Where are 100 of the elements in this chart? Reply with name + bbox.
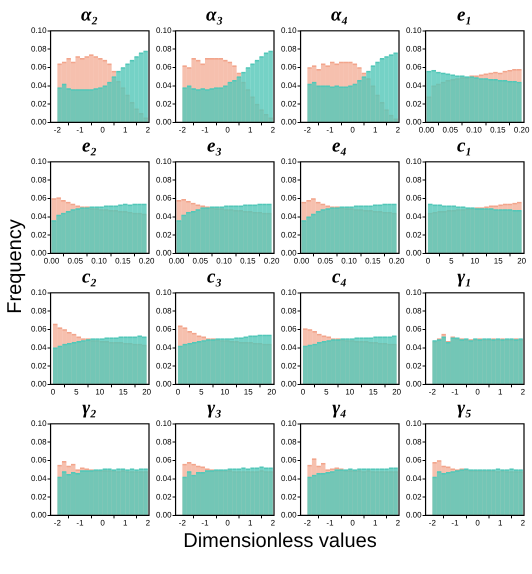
x-tick-label: 10: [220, 387, 230, 396]
x-tick-label: 2: [396, 125, 401, 134]
y-tick-label: 0.00: [156, 118, 172, 127]
x-tick-label: 0.05: [192, 256, 209, 266]
y-tick-label: 0.04: [30, 80, 48, 90]
y-tick-label: 0.10: [280, 288, 298, 298]
chart-title: γ₄: [332, 397, 347, 418]
y-tick-label: 0.04: [156, 212, 172, 221]
x-tick-label: -1: [76, 125, 84, 134]
x-tick-label: -1: [76, 518, 84, 528]
y-tick-label: 0.08: [156, 44, 172, 54]
x-tick-label: 5: [449, 256, 454, 266]
y-tick-label: 0.10: [406, 419, 422, 428]
x-tick-label: 0.20: [388, 256, 405, 266]
x-tick-label: 10: [95, 387, 105, 396]
chart-title: γ₁: [457, 266, 472, 288]
y-tick-label: 0.08: [406, 306, 422, 316]
y-tick-label: 0.00: [280, 380, 298, 389]
y-tick-label: 0.00: [30, 248, 48, 258]
y-tick-label: 0.06: [30, 194, 48, 203]
y-tick-label: 0.06: [30, 324, 48, 334]
y-tick-label: 0.00: [406, 510, 422, 520]
y-tick-label: 0.04: [30, 212, 48, 221]
y-tick-label: 0.08: [406, 437, 422, 446]
y-tick-label: 0.08: [280, 306, 298, 316]
y-tick-label: 0.04: [406, 342, 422, 352]
x-tick-label: 0: [475, 387, 480, 396]
x-tick-label: 2: [146, 125, 151, 134]
x-tick-label: 15: [494, 256, 504, 266]
y-tick-label: 0.02: [156, 99, 172, 108]
x-tick-label: 0.15: [115, 256, 132, 266]
y-tick-label: 0.08: [30, 437, 48, 446]
x-tick-label: 0.00: [418, 125, 435, 134]
y-tick-label: 0.06: [156, 456, 172, 465]
x-tick-label: 2: [520, 387, 526, 396]
y-tick-label: 0.02: [406, 361, 422, 370]
y-tick-label: 0.10: [30, 419, 48, 428]
y-tick-label: 0.00: [156, 510, 172, 520]
x-tick-label: 15: [244, 387, 254, 396]
y-tick-label: 0.06: [280, 456, 298, 465]
x-tick-label: 2: [146, 518, 151, 528]
y-tick-label: 0.10: [156, 26, 172, 36]
x-axis-title: Dimensionless values: [182, 530, 378, 553]
y-tick-label: 0.06: [30, 62, 48, 72]
y-axis-title: Frequency: [4, 218, 26, 314]
y-tick-label: 0.04: [406, 474, 422, 483]
x-tick-label: 0: [176, 387, 181, 396]
x-tick-label: 0.10: [466, 125, 482, 134]
y-tick-label: 0.00: [156, 380, 172, 389]
y-tick-label: 0.10: [406, 288, 422, 298]
y-tick-label: 0.04: [406, 212, 422, 221]
chart-title: c₃: [206, 266, 222, 288]
x-tick-label: 0.05: [318, 256, 334, 266]
chart-title: γ₅: [457, 397, 472, 418]
x-tick-label: 0: [426, 256, 431, 266]
y-tick-label: 0.00: [406, 380, 422, 389]
x-tick-label: 0.15: [490, 125, 506, 134]
x-tick-label: 0: [100, 518, 106, 528]
x-tick-label: 2: [270, 125, 276, 134]
x-tick-label: 15: [118, 387, 128, 396]
x-tick-label: 0.10: [341, 256, 358, 266]
y-tick-label: 0.06: [406, 62, 422, 72]
y-tick-label: 0.10: [280, 419, 298, 428]
x-tick-label: 2: [270, 518, 276, 528]
x-tick-label: 0.10: [91, 256, 108, 266]
x-tick-label: -2: [428, 387, 436, 396]
y-tick-label: 0.08: [30, 175, 48, 184]
x-tick-label: 0.10: [216, 256, 232, 266]
y-tick-label: 0.04: [280, 212, 298, 221]
x-tick-label: -1: [451, 518, 460, 528]
x-tick-label: 5: [74, 387, 80, 396]
x-tick-label: -1: [201, 518, 210, 528]
x-tick-label: 20: [392, 387, 402, 396]
x-tick-label: 0: [225, 518, 230, 528]
y-tick-label: 0.10: [280, 26, 298, 36]
y-tick-label: 0.06: [156, 324, 172, 334]
x-tick-label: 0: [50, 387, 56, 396]
chart-title: e₄: [332, 135, 348, 156]
x-tick-label: 0.05: [68, 256, 84, 266]
x-tick-label: 1: [373, 125, 378, 134]
x-tick-label: 0: [350, 125, 356, 134]
y-tick-label: 0.10: [406, 157, 422, 166]
y-tick-label: 0.04: [30, 474, 48, 483]
y-tick-label: 0.06: [280, 324, 298, 334]
chart-title: c₂: [82, 266, 98, 288]
y-tick-label: 0.02: [156, 361, 172, 370]
x-tick-label: 0.20: [264, 256, 280, 266]
y-tick-label: 0.02: [280, 361, 298, 370]
y-tick-label: 0.02: [280, 230, 298, 240]
chart-title: e₂: [82, 135, 98, 156]
y-tick-label: 0.10: [30, 157, 48, 166]
y-tick-label: 0.02: [406, 99, 422, 108]
y-tick-label: 0.04: [280, 342, 298, 352]
x-tick-label: 5: [199, 387, 204, 396]
x-tick-label: -1: [451, 387, 460, 396]
y-tick-label: 0.02: [156, 492, 172, 502]
x-tick-label: 0: [225, 125, 230, 134]
x-tick-label: 10: [470, 256, 480, 266]
x-tick-label: -1: [201, 125, 210, 134]
y-tick-label: 0.08: [156, 175, 172, 184]
